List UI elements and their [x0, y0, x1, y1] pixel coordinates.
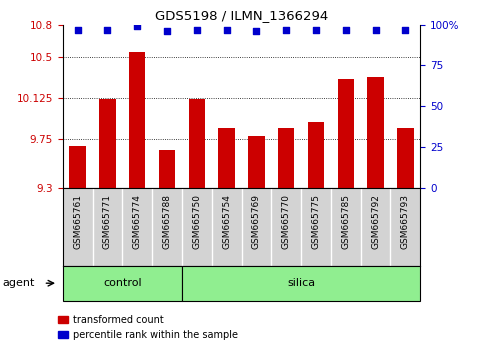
Bar	[368, 77, 384, 188]
Bar	[159, 150, 175, 188]
Point	[372, 27, 380, 33]
Point	[104, 27, 112, 33]
Legend: transformed count, percentile rank within the sample: transformed count, percentile rank withi…	[58, 315, 238, 340]
Text: GSM665771: GSM665771	[103, 194, 112, 249]
Text: GSM665785: GSM665785	[341, 194, 350, 249]
Point	[74, 27, 82, 33]
Text: GSM665774: GSM665774	[133, 194, 142, 249]
Bar	[338, 79, 354, 188]
Point	[223, 27, 230, 33]
Title: GDS5198 / ILMN_1366294: GDS5198 / ILMN_1366294	[155, 9, 328, 22]
Text: control: control	[103, 278, 142, 288]
Bar	[189, 99, 205, 188]
Point	[401, 27, 409, 33]
Bar	[308, 122, 324, 188]
Point	[253, 28, 260, 34]
Point	[163, 28, 171, 34]
Bar	[397, 128, 413, 188]
Text: silica: silica	[287, 278, 315, 288]
Bar	[63, 266, 182, 301]
Text: GSM665788: GSM665788	[163, 194, 171, 249]
Bar	[99, 99, 115, 188]
Bar	[129, 52, 145, 188]
Bar	[278, 128, 294, 188]
Bar	[218, 128, 235, 188]
Text: GSM665761: GSM665761	[73, 194, 82, 249]
Point	[282, 27, 290, 33]
Text: GSM665750: GSM665750	[192, 194, 201, 249]
Point	[193, 27, 201, 33]
Text: GSM665792: GSM665792	[371, 194, 380, 249]
Bar	[70, 146, 86, 188]
Text: GSM665754: GSM665754	[222, 194, 231, 249]
Point	[342, 27, 350, 33]
Text: agent: agent	[2, 278, 35, 288]
Point	[312, 27, 320, 33]
Text: GSM665769: GSM665769	[252, 194, 261, 249]
Text: GSM665793: GSM665793	[401, 194, 410, 249]
Text: GSM665775: GSM665775	[312, 194, 320, 249]
Bar	[248, 136, 265, 188]
Point	[133, 24, 141, 29]
Text: GSM665770: GSM665770	[282, 194, 291, 249]
Bar	[182, 266, 420, 301]
